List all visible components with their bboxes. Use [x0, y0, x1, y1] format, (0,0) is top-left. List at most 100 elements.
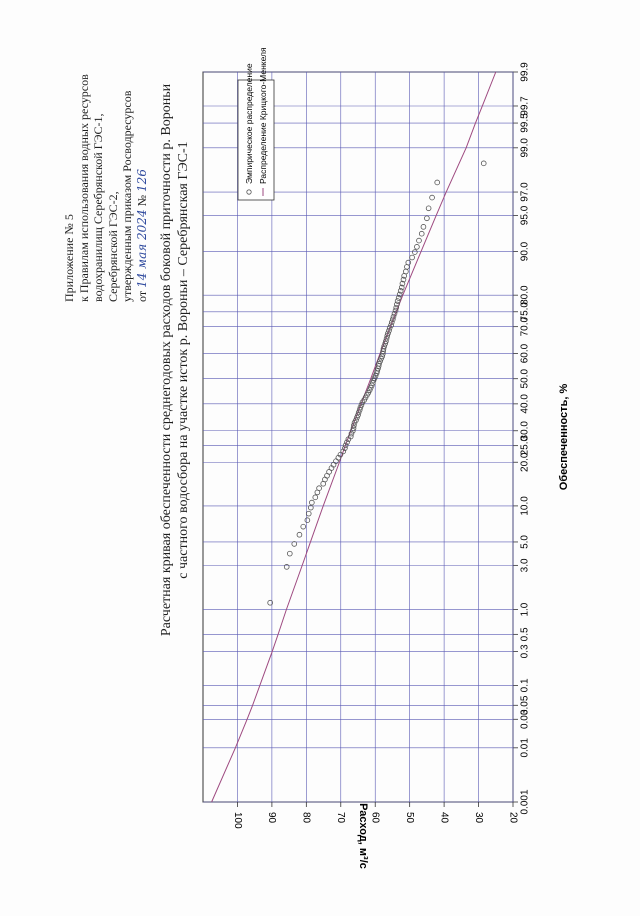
empirical-point-50: [371, 375, 378, 382]
legend-label-empirical: Эмпирическое распределение: [244, 63, 254, 184]
empirical-point-19: [333, 458, 339, 464]
empirical-point-85: [400, 276, 407, 283]
empirical-point-82: [397, 288, 404, 294]
x-tick-label-0: 0.001: [519, 789, 530, 814]
empirical-point-84: [399, 280, 406, 287]
x-tick-label-21: 95.0: [519, 205, 530, 225]
empirical-point-69: [386, 327, 392, 334]
empirical-point-51: [372, 372, 379, 379]
empirical-point-97: [425, 205, 432, 212]
x-tick-label-2: 0.03: [519, 709, 530, 729]
empirical-point-71: [388, 322, 394, 329]
empirical-point-47: [368, 382, 375, 389]
x-tick-label-3: 0.05: [519, 695, 530, 715]
y-tick-label-6: 80: [301, 812, 312, 824]
empirical-point-24: [342, 442, 349, 449]
x-tick-label-11: 20.0: [519, 452, 530, 472]
empirical-point-72: [388, 319, 395, 326]
x-tick-label-17: 70.0: [519, 316, 530, 336]
empirical-point-37: [356, 407, 363, 413]
empirical-point-33: [353, 417, 359, 423]
x-axis-title: Обеспеченность, %: [558, 384, 570, 491]
empirical-points: [267, 160, 487, 606]
empirical-point-95: [420, 224, 427, 230]
empirical-point-93: [416, 237, 422, 244]
empirical-point-57: [377, 358, 383, 365]
x-tick-label-9: 5.0: [519, 535, 530, 549]
empirical-point-36: [355, 409, 362, 416]
empirical-point-8: [308, 504, 314, 511]
x-tick-label-7: 1.0: [519, 602, 530, 616]
empirical-point-9: [309, 499, 315, 506]
empirical-point-39: [358, 402, 365, 408]
empirical-point-94: [418, 230, 425, 237]
empirical-point-56: [376, 360, 382, 367]
empirical-point-3: [291, 541, 298, 547]
empirical-point-48: [370, 380, 376, 386]
y-tick-labels: 20 30 40 50 60 70 80 90 100: [232, 812, 519, 829]
empirical-point-90: [409, 254, 415, 261]
y-tick-label-8: 100: [232, 812, 243, 829]
x-tick-label-10: 10.0: [519, 496, 530, 516]
empirical-point-74: [390, 313, 397, 320]
empirical-point-80: [395, 295, 402, 301]
empirical-point-76: [392, 307, 399, 314]
empirical-point-62: [380, 346, 387, 352]
empirical-point-98: [429, 194, 435, 201]
x-tick-label-23: 99.0: [519, 138, 530, 158]
empirical-point-65: [383, 338, 389, 345]
y-tick-label-2: 40: [438, 812, 449, 824]
empirical-point-2: [286, 550, 293, 557]
legend-label-curve: Распределение Крицкого-Менкеля: [258, 47, 268, 184]
empirical-point-1: [283, 564, 290, 570]
y-axis-title: Расход, м³/с: [357, 803, 369, 869]
empirical-point-75: [391, 310, 398, 317]
empirical-point-73: [389, 316, 396, 323]
empirical-point-99: [434, 179, 441, 186]
empirical-point-6: [304, 517, 311, 523]
legend-box: [237, 79, 275, 201]
empirical-point-31: [351, 422, 357, 429]
x-tick-label-18: 75.0: [519, 302, 530, 322]
empirical-point-87: [403, 268, 409, 275]
empirical-point-27: [347, 433, 354, 440]
empirical-point-22: [340, 448, 346, 455]
empirical-point-35: [355, 412, 361, 418]
y-tick-label-5: 70: [335, 812, 346, 824]
empirical-point-30: [350, 425, 357, 432]
empirical-point-92: [414, 244, 420, 250]
x-tick-labels: 0.001 0.01 0.030.05 0.1 0.3 0.5 1.0 3.0 5.0 10.0 2…: [519, 62, 530, 815]
empirical-point-68: [385, 330, 391, 337]
legend-circle-marker: [246, 189, 252, 195]
empirical-point-0: [267, 599, 273, 606]
empirical-point-81: [396, 291, 403, 298]
empirical-point-79: [394, 298, 401, 304]
empirical-point-7: [305, 510, 312, 517]
x-tick-label-20: 90.0: [519, 241, 530, 261]
empirical-point-91: [412, 249, 418, 255]
y-tick-label-4: 60: [370, 812, 381, 824]
x-tick-label-19: 80.0: [519, 285, 530, 305]
y-tick-label-0: 20: [507, 812, 518, 824]
empirical-point-12: [316, 485, 322, 491]
empirical-point-78: [394, 301, 400, 308]
empirical-point-77: [393, 304, 400, 311]
empirical-point-10: [312, 494, 319, 501]
x-tick-label-13: 30.0: [519, 421, 530, 441]
x-tick-label-14: 40.0: [519, 394, 530, 414]
empirical-point-83: [398, 284, 405, 291]
x-tick-label-6: 0.5: [519, 627, 530, 641]
empirical-point-38: [357, 404, 364, 411]
empirical-point-64: [382, 340, 389, 347]
empirical-point-96: [424, 215, 430, 222]
empirical-point-21: [337, 451, 344, 458]
empirical-point-45: [366, 387, 373, 393]
x-tick-label-22: 97.0: [519, 182, 530, 202]
x-tick-label-4: 0.1: [519, 678, 530, 692]
empirical-point-66: [383, 335, 390, 342]
x-tick-label-15: 50.0: [519, 369, 530, 389]
empirical-point-100: [480, 160, 487, 167]
x-tick-label-16: 60.0: [519, 343, 530, 363]
